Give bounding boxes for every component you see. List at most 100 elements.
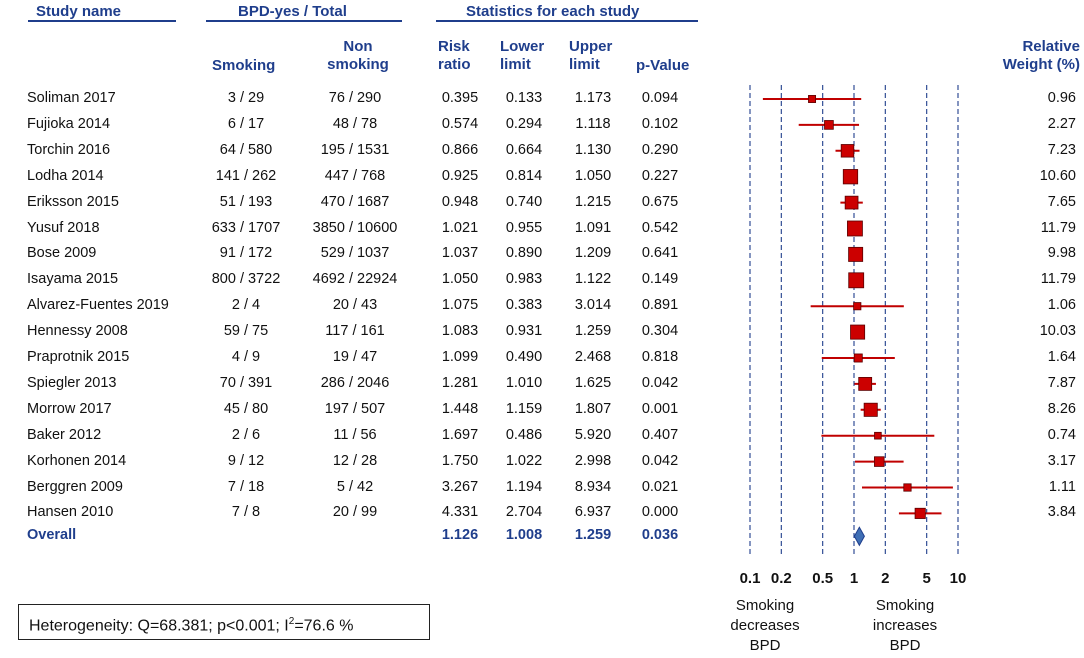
upper-limit-value: 6.937 [574, 504, 612, 521]
relative-weight-value: 1.11 [1048, 478, 1076, 495]
p-value: 0.149 [641, 271, 679, 288]
smoking-count: 3 / 29 [227, 90, 265, 106]
header-upper-limit-line1: Upper [569, 38, 613, 55]
lower-limit-value: 1.010 [505, 374, 543, 391]
p-value: 0.042 [641, 452, 679, 469]
overall-upper-limit: 1.259 [574, 527, 612, 544]
study-name: Yusuf 2018 [27, 219, 100, 236]
smoking-count: 4 / 9 [231, 349, 261, 365]
x-tick-label: 2 [881, 570, 889, 587]
risk-ratio-value: 3.267 [441, 478, 479, 495]
lower-limit-value: 0.294 [505, 115, 543, 132]
study-name: Berggren 2009 [27, 478, 123, 495]
overall-risk-ratio: 1.126 [441, 527, 479, 544]
p-value: 0.891 [641, 297, 679, 314]
header-smoking: Smoking [212, 57, 276, 74]
overall-lower-limit: 1.008 [505, 527, 543, 544]
nonsmoking-count: 20 / 43 [332, 297, 378, 314]
footer-decreases-line2: decreases [730, 617, 800, 634]
heterogeneity-sup: 2 [288, 616, 295, 627]
relative-weight-value: 0.74 [1047, 426, 1076, 443]
nonsmoking-count: 470 / 1687 [320, 193, 390, 210]
smoking-count: 7 / 18 [227, 478, 265, 495]
upper-limit-value: 2.468 [574, 349, 612, 365]
header-lower-limit: Lower limit [500, 38, 544, 74]
upper-limit-value: 5.920 [574, 426, 612, 443]
study-name: Praprotnik 2015 [27, 349, 130, 365]
p-value: 0.407 [641, 426, 679, 443]
risk-ratio-value: 0.574 [441, 115, 479, 132]
header-weight-line2: Weight (%) [1002, 56, 1080, 73]
header-p-value: p-Value [636, 57, 690, 74]
nonsmoking-count: 12 / 28 [332, 452, 378, 469]
nonsmoking-count: 76 / 290 [328, 90, 382, 106]
footer-increases-line2: increases [872, 617, 938, 634]
relative-weight-value: 11.79 [1040, 271, 1076, 288]
effect-marker [853, 302, 862, 311]
p-value: 0.641 [641, 245, 679, 262]
p-value: 0.304 [641, 323, 679, 340]
upper-limit-value: 3.014 [574, 297, 612, 314]
smoking-count: 45 / 80 [223, 400, 269, 417]
smoking-count: 6 / 17 [227, 115, 265, 132]
relative-weight-value: 3.17 [1047, 452, 1076, 469]
risk-ratio-value: 1.050 [441, 271, 479, 288]
p-value: 0.542 [641, 219, 679, 236]
lower-limit-value: 0.383 [505, 297, 543, 314]
study-name: Lodha 2014 [27, 167, 104, 184]
lower-limit-value: 0.931 [505, 323, 543, 340]
smoking-count: 2 / 6 [231, 426, 261, 443]
effect-marker [863, 402, 878, 417]
risk-ratio-value: 1.075 [441, 297, 479, 314]
header-upper-limit-line2: limit [569, 56, 600, 73]
p-value: 0.000 [641, 504, 679, 521]
effect-marker [903, 483, 912, 492]
footer-decreases: Smoking decreases BPD [705, 596, 825, 656]
effect-marker [842, 169, 859, 185]
lower-limit-value: 0.664 [505, 141, 543, 158]
header-risk-ratio-line2: ratio [438, 56, 471, 73]
study-name: Spiegler 2013 [27, 374, 117, 391]
relative-weight-value: 9.98 [1047, 245, 1076, 262]
header-stats-group: Statistics for each study [466, 3, 640, 20]
effect-marker [853, 353, 863, 363]
lower-limit-value: 0.955 [505, 219, 543, 236]
p-value: 0.675 [641, 193, 679, 210]
smoking-count: 59 / 75 [223, 323, 269, 340]
relative-weight-value: 10.03 [1039, 323, 1076, 340]
header-lower-limit-line2: limit [500, 56, 531, 73]
nonsmoking-count: 286 / 2046 [320, 374, 390, 391]
x-tick-label: 0.5 [812, 570, 833, 587]
relative-weight-value: 7.87 [1047, 374, 1076, 391]
lower-limit-value: 0.133 [505, 90, 543, 106]
upper-limit-value: 1.050 [574, 167, 612, 184]
effect-marker [844, 195, 859, 210]
header-rule-bpd [206, 20, 402, 22]
smoking-count: 7 / 8 [231, 504, 261, 521]
effect-marker [858, 377, 873, 391]
header-relative-weight: Relative Weight (%) [960, 38, 1080, 74]
x-tick-label: 1 [850, 570, 858, 587]
risk-ratio-value: 1.099 [441, 349, 479, 365]
relative-weight-value: 7.65 [1047, 193, 1076, 210]
lower-limit-value: 2.704 [505, 504, 543, 521]
header-lower-limit-line1: Lower [500, 38, 545, 55]
heterogeneity-box: Heterogeneity: Q=68.381; p<0.001; I2=76.… [18, 604, 430, 640]
nonsmoking-count: 19 / 47 [332, 349, 378, 365]
risk-ratio-value: 1.697 [441, 426, 479, 443]
effect-marker [850, 324, 866, 340]
lower-limit-value: 1.159 [505, 400, 543, 417]
smoking-count: 633 / 1707 [211, 219, 281, 236]
effect-marker [808, 95, 817, 103]
upper-limit-value: 2.998 [574, 452, 612, 469]
lower-limit-value: 0.890 [505, 245, 543, 262]
footer-increases: Smoking increases BPD [845, 596, 965, 656]
x-tick-label: 5 [923, 570, 931, 587]
header-risk-ratio: Risk ratio [438, 38, 471, 74]
effect-marker [874, 431, 882, 440]
upper-limit-value: 1.215 [574, 193, 612, 210]
upper-limit-value: 1.209 [574, 245, 612, 262]
study-name: Isayama 2015 [27, 271, 119, 288]
upper-limit-value: 1.259 [574, 323, 612, 340]
smoking-count: 800 / 3722 [211, 271, 281, 288]
